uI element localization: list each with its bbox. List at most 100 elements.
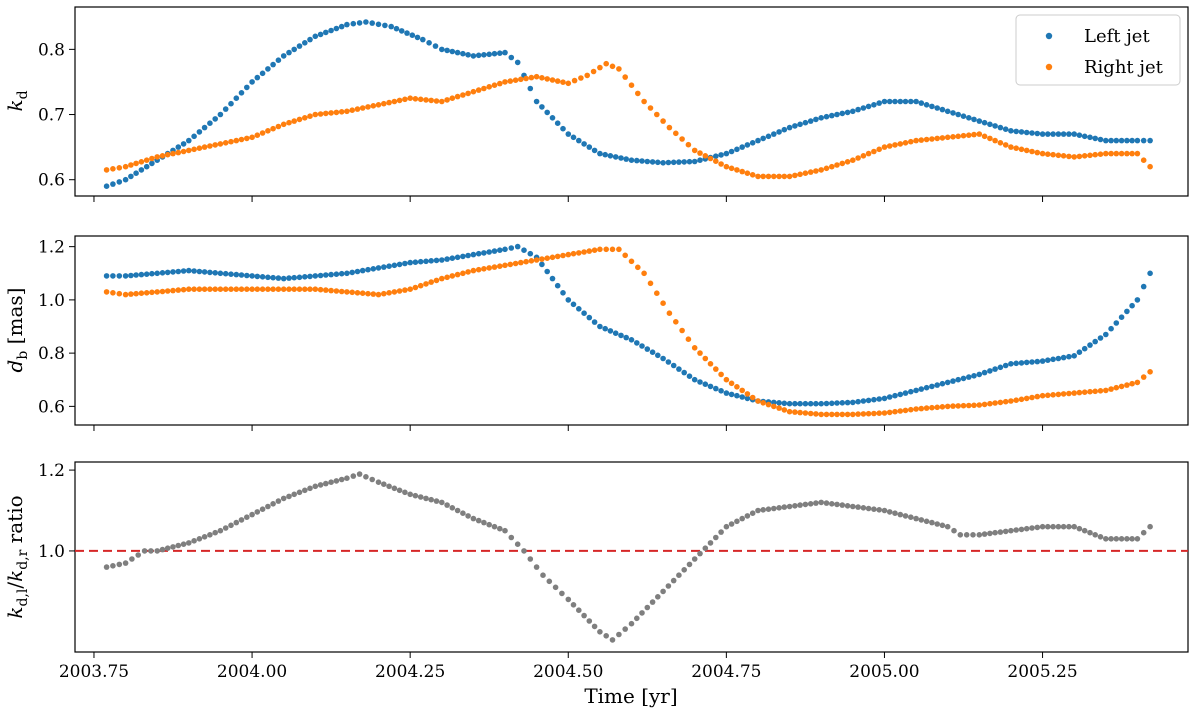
data-point xyxy=(454,93,461,100)
data-point xyxy=(992,137,998,144)
data-point xyxy=(881,98,888,105)
data-point xyxy=(892,510,898,516)
data-point xyxy=(254,273,261,280)
data-point xyxy=(233,519,240,526)
data-point xyxy=(871,396,877,403)
data-point xyxy=(217,270,224,277)
data-point xyxy=(312,111,319,118)
data-point xyxy=(850,157,856,163)
data-point xyxy=(350,473,357,479)
data-point xyxy=(486,51,493,58)
data-point xyxy=(581,249,587,255)
data-point xyxy=(1055,152,1062,159)
data-point xyxy=(581,141,587,147)
data-point xyxy=(860,505,867,511)
data-point xyxy=(201,534,208,540)
data-point xyxy=(296,286,303,293)
data-point xyxy=(957,532,964,538)
data-point xyxy=(433,277,440,284)
data-point xyxy=(955,111,961,118)
data-point xyxy=(765,506,772,512)
data-point xyxy=(760,400,766,406)
data-point xyxy=(133,170,139,176)
data-point xyxy=(744,170,751,176)
data-point xyxy=(497,525,503,532)
data-point xyxy=(1018,526,1025,533)
data-point xyxy=(170,544,176,550)
data-point xyxy=(681,369,687,376)
data-point xyxy=(244,84,250,91)
data-point xyxy=(673,130,679,137)
data-point xyxy=(1034,524,1041,531)
data-point xyxy=(191,538,197,544)
data-point xyxy=(628,258,635,265)
data-point xyxy=(122,560,129,566)
data-point xyxy=(286,493,292,500)
data-point xyxy=(960,375,967,382)
data-point xyxy=(138,290,145,297)
data-point xyxy=(723,376,730,383)
data-point xyxy=(386,483,392,490)
data-point xyxy=(1002,362,1009,369)
data-point xyxy=(359,290,366,297)
data-point xyxy=(723,523,730,530)
data-point xyxy=(707,540,714,546)
data-point xyxy=(275,286,282,293)
data-point xyxy=(797,121,803,128)
data-point xyxy=(597,246,603,253)
data-point xyxy=(481,250,487,256)
data-point xyxy=(976,402,983,408)
panel-3: 2003.75 2004.00 2004.25 2004.50 2004.75 2005.… xyxy=(38,461,1189,682)
data-point xyxy=(1097,534,1104,540)
data-point xyxy=(207,120,213,126)
data-point xyxy=(201,124,208,131)
data-point xyxy=(908,514,914,520)
data-point xyxy=(128,291,134,297)
data-point xyxy=(391,98,398,105)
data-point xyxy=(207,143,213,149)
data-point xyxy=(103,273,110,279)
data-point xyxy=(955,376,961,383)
data-point xyxy=(449,48,456,55)
data-point xyxy=(191,146,197,153)
data-point xyxy=(270,286,276,293)
data-point xyxy=(1039,131,1046,137)
data-point xyxy=(291,491,298,498)
data-point xyxy=(649,159,656,165)
data-point xyxy=(191,268,197,274)
data-point xyxy=(365,266,371,273)
data-point xyxy=(1050,131,1056,137)
data-point xyxy=(512,77,519,83)
data-point xyxy=(533,257,540,263)
data-point xyxy=(539,104,545,110)
data-point xyxy=(265,274,271,281)
data-point xyxy=(728,165,735,172)
data-point xyxy=(291,274,298,281)
data-point xyxy=(375,265,382,271)
data-point xyxy=(997,140,1004,146)
data-point xyxy=(744,142,751,148)
data-point xyxy=(908,98,914,105)
data-point xyxy=(1129,380,1135,387)
x-tick-label: 2005.25 xyxy=(1007,662,1077,682)
data-point xyxy=(560,290,566,296)
data-point xyxy=(771,505,777,512)
data-point xyxy=(760,173,766,180)
x-tick-label: 2005.00 xyxy=(849,662,919,682)
data-point xyxy=(420,36,426,43)
data-point xyxy=(217,141,224,147)
data-point xyxy=(1076,349,1083,356)
data-point xyxy=(497,263,503,270)
data-point xyxy=(881,144,888,150)
data-point xyxy=(527,85,534,92)
data-point xyxy=(359,105,366,111)
y-axis-label-2: db [mas] xyxy=(3,288,31,373)
data-point xyxy=(1118,137,1125,144)
data-point xyxy=(312,33,319,40)
data-point xyxy=(850,411,856,418)
data-point xyxy=(512,260,519,267)
data-point xyxy=(1081,389,1088,396)
data-point xyxy=(744,513,751,519)
data-point xyxy=(116,179,123,185)
data-point xyxy=(1092,338,1098,345)
